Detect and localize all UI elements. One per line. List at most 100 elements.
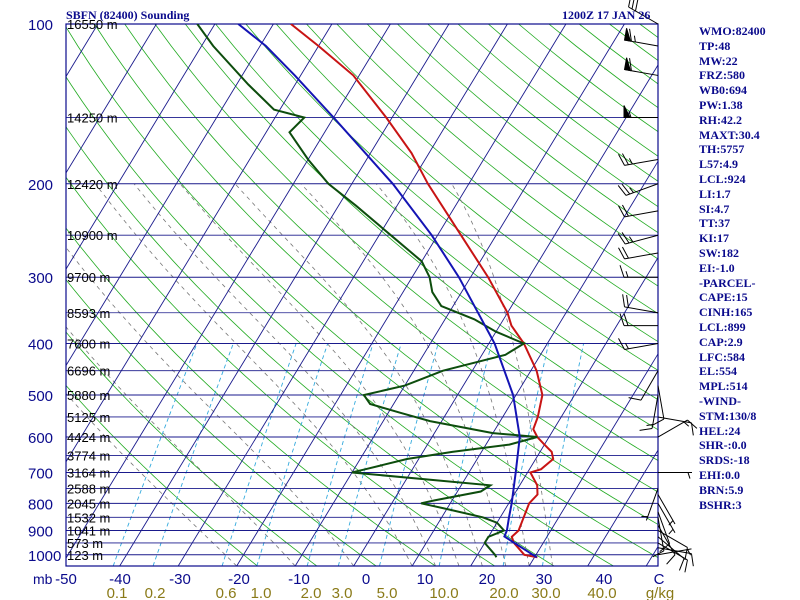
pressure-tick-label: 1000 [28,548,61,565]
dry-adiabat-line [66,176,495,566]
moist-adiabat-line [95,183,413,566]
temperature-tick-label: 0 [362,571,370,588]
index-item: FRZ:580 [699,68,745,83]
wind-barb [652,385,665,426]
wind-barb [617,183,659,196]
dewpoint-line [196,24,538,558]
pressure-tick-label: 800 [28,496,53,513]
mixing-ratio-label: 40.0 [587,585,616,600]
wind-barb-half-feather [668,528,674,535]
dry-adiabat-line [66,331,318,566]
wind-barb-half-feather [646,424,653,426]
dry-adiabat-line [306,24,658,315]
wind-barb-staff [624,343,659,350]
temperature-tick-label: -10 [288,571,310,588]
temperature-tick-label: -50 [55,571,77,588]
wind-barb-feather [628,0,631,8]
isotherm-line [528,353,658,566]
height-label: 8593 m [67,306,110,321]
wind-barb [618,338,659,350]
index-item: CAPE:15 [699,290,748,305]
wind-barb-feather [617,233,626,245]
wind-barb [657,548,692,556]
wind-barb-feather [631,0,635,10]
wind-barb [658,472,692,479]
wind-barb-feather [618,338,625,350]
wind-barb-staff [657,503,676,534]
temperature-tick-label: -20 [228,571,250,588]
moist-adiabat-line [66,246,355,566]
index-item: TT:37 [699,216,731,231]
wind-barb-half-feather [628,111,632,118]
height-label: 3164 m [67,466,110,481]
height-label: 5125 m [67,410,110,425]
wind-barb-staff [657,548,692,556]
wind-barb-staff [625,234,659,245]
wind-barb-staff [640,370,659,401]
height-label: 7600 m [67,337,110,352]
wind-barb-feather [690,553,694,567]
profiles [196,24,555,559]
height-label: 16550 m [67,17,118,32]
wind-barb-feather [618,205,625,218]
wind-barb [657,525,676,565]
mixing-ratio-label: 5.0 [377,585,398,600]
wind-barb-feather [628,397,642,401]
wind-barb [623,57,659,76]
wind-barb [623,105,658,118]
moist-adiabat-line [375,183,530,566]
wind-barb-feather [623,313,629,326]
wind-barb [628,370,659,401]
moist-adiabat-line [300,183,507,566]
dry-adiabats [66,24,658,566]
pressure-tick-label: 700 [28,466,53,483]
wind-barb-staff [624,306,659,314]
isotherm-line [119,24,450,566]
wind-barb-staff [624,158,659,166]
wind-barb-pennant [623,28,632,42]
dry-adiabat-line [336,24,658,287]
wind-barb-staff [628,6,659,25]
wind-barb-feather [684,559,688,573]
temperature-tick-label: 30 [536,571,553,588]
indices-panel: WMO:82400 TP:48 MW:22 FRZ:580 WB0:694 PW:1.38… [699,24,799,512]
pressure-tick-label: 600 [28,430,53,447]
wind-barb-feather [621,246,629,259]
height-labels: 16550 m 14250 m 12420 m 10900 m 9700 m 8593 m… [67,17,118,563]
height-label: 2588 m [67,481,110,496]
pressure-tick-label: 400 [28,337,53,354]
pressure-tick-label: 500 [28,388,53,405]
index-item: RH:42.2 [699,112,742,127]
wind-barb [619,313,658,327]
isotherm-line [66,24,333,463]
dry-adiabat-line [66,227,436,566]
isotherm-line [0,24,39,566]
wind-barb-feather [622,294,626,307]
isotherm-line [66,24,157,174]
mixing-ratio-line [541,343,585,566]
wind-barb-staff [625,183,659,196]
mixing-ratio-line [112,343,198,566]
moist-adiabat-line [234,183,483,566]
wind-barb-feather [678,558,685,571]
mixing-ratio-label: g/kg [646,585,674,600]
wind-barb [622,294,659,314]
isotherms [0,24,658,566]
wind-barb-half-feather [629,187,634,193]
isotherm-line [66,24,274,367]
station-title: SBFN (82400) Sounding [66,8,190,22]
wind-barb-half-feather [625,342,629,349]
mixing-ratio-line [221,343,297,566]
mixing-ratio-label: 30.0 [531,585,560,600]
mixing-ratio-line [438,343,493,566]
wind-barb-feather [621,183,631,195]
dry-adiabat-line [66,126,555,566]
dry-adiabat-line [94,24,658,525]
wind-barb [628,0,659,25]
wind-barb-staff [657,517,665,551]
wind-barb-feather [690,422,694,436]
wind-barb [641,488,659,521]
mixing-ratio-label: 0.1 [107,585,128,600]
index-item: WMO:82400 [699,24,766,38]
